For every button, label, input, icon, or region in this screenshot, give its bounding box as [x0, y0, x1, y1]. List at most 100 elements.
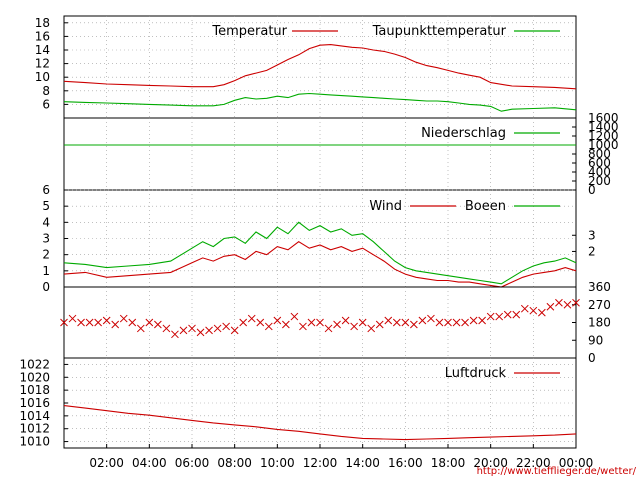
x-tick-label: 18:00 — [431, 456, 466, 470]
panel-2: 0 1 2 3 4 5 6 2 3 Wind Boeen — [42, 183, 595, 294]
scatter-point — [264, 322, 273, 331]
scatter-point — [222, 322, 230, 331]
y-tick-right-label: 3 — [588, 228, 596, 242]
scatter-point — [230, 326, 239, 335]
y-tick-right-label: 600 — [588, 156, 611, 170]
scatter-point — [444, 318, 452, 327]
scatter-point — [196, 328, 205, 337]
y-tick-label: 1022 — [19, 357, 50, 371]
y-tick-right-label: 800 — [588, 147, 611, 161]
y-tick-label: 1020 — [19, 370, 50, 384]
x-tick-label: 12:00 — [303, 456, 338, 470]
scatter-point — [290, 312, 299, 321]
scatter-point — [375, 320, 384, 329]
y-tick-label: 3 — [42, 232, 50, 246]
y-tick-label: 1018 — [19, 383, 50, 397]
scatter-point — [350, 322, 358, 331]
scatter-point — [299, 322, 307, 331]
credit-text: http://www.tiefflieger.de/wetter/ — [477, 466, 637, 477]
series-line-Wind — [63, 241, 577, 288]
y-tick-label: 1 — [42, 264, 50, 278]
scatter-point — [85, 318, 94, 327]
scatter-point — [410, 320, 418, 329]
scatter-point — [341, 316, 350, 325]
y-tick-label: 6 — [42, 97, 50, 111]
x-tick-label: 22:00 — [516, 456, 551, 470]
scatter-point — [273, 316, 282, 325]
y-tick-right-label: 360 — [588, 280, 611, 294]
scatter-point — [282, 320, 290, 329]
y-tick-right-label: 1400 — [588, 120, 619, 134]
scatter-point — [119, 314, 128, 323]
y-tick-label: 2 — [42, 248, 50, 262]
scatter-point — [145, 318, 154, 327]
y-tick-right-label: 270 — [588, 298, 611, 312]
x-tick-label: 02:00 — [89, 456, 124, 470]
scatter-point — [520, 304, 529, 313]
scatter-point — [512, 310, 521, 319]
scatter-point — [486, 312, 495, 321]
legend-label: Wind — [369, 199, 402, 214]
scatter-point — [418, 316, 427, 325]
y-tick-right-label: 90 — [588, 333, 603, 347]
y-tick-right-label: 0 — [588, 183, 596, 197]
y-tick-label: 12 — [35, 57, 50, 71]
y-tick-label: 5 — [42, 199, 50, 213]
scatter-point — [503, 310, 512, 319]
y-tick-label: 6 — [42, 183, 50, 197]
y-tick-label: 10 — [35, 70, 50, 84]
x-tick-label: 06:00 — [175, 456, 210, 470]
panel-3: 0 90 180 270 360 — [60, 280, 611, 365]
scatter-point — [572, 298, 580, 307]
y-tick-right-label: 1600 — [588, 111, 619, 125]
scatter-point — [367, 324, 376, 333]
legend-label: Niederschlag — [421, 126, 506, 141]
y-tick-label: 1016 — [19, 396, 50, 410]
scatter-point — [495, 312, 504, 321]
x-tick-label: 16:00 — [388, 456, 423, 470]
scatter-point — [401, 318, 410, 327]
scatter-point — [392, 318, 401, 327]
scatter-point — [179, 326, 188, 335]
scatter-point — [384, 316, 393, 325]
legend-label: Temperatur — [211, 24, 287, 39]
scatter-point — [128, 318, 137, 327]
scatter-point — [316, 318, 324, 327]
scatter-point — [205, 326, 213, 335]
scatter-point — [162, 324, 171, 333]
scatter-point — [324, 324, 333, 333]
y-tick-right-label: 180 — [588, 316, 611, 330]
y-tick-label: 1012 — [19, 422, 50, 436]
scatter-point — [555, 298, 563, 307]
scatter-point — [469, 316, 478, 325]
scatter-point — [256, 318, 265, 327]
y-tick-label: 1014 — [19, 409, 50, 423]
legend-label: Taupunkttemperatur — [372, 24, 507, 39]
scatter-point — [247, 314, 256, 323]
scatter-point — [452, 318, 461, 327]
y-tick-label: 16 — [35, 29, 50, 43]
series-line-Boeen — [63, 221, 577, 285]
y-tick-right-label: 400 — [588, 165, 611, 179]
x-tick-label: 20:00 — [473, 456, 508, 470]
y-tick-label: 4 — [42, 215, 50, 229]
scatter-point — [435, 318, 444, 327]
y-tick-label: 8 — [42, 84, 50, 98]
x-tick-label: 14:00 — [345, 456, 380, 470]
series-line-Temperatur — [63, 44, 577, 90]
y-tick-right-label: 0 — [588, 351, 596, 365]
x-axis: 02:00 04:00 06:00 08:00 10:00 12:00 14:00 16:00… — [89, 444, 593, 470]
scatter-point — [427, 314, 435, 323]
scatter-point — [136, 324, 145, 333]
scatter-point — [102, 316, 111, 325]
y-tick-label: 18 — [35, 16, 50, 30]
y-tick-label: 1010 — [19, 435, 50, 449]
scatter-point — [94, 318, 102, 327]
series-line-Taupunkttemperatur — [63, 92, 577, 112]
y-tick-right-label: 2 — [588, 244, 596, 258]
